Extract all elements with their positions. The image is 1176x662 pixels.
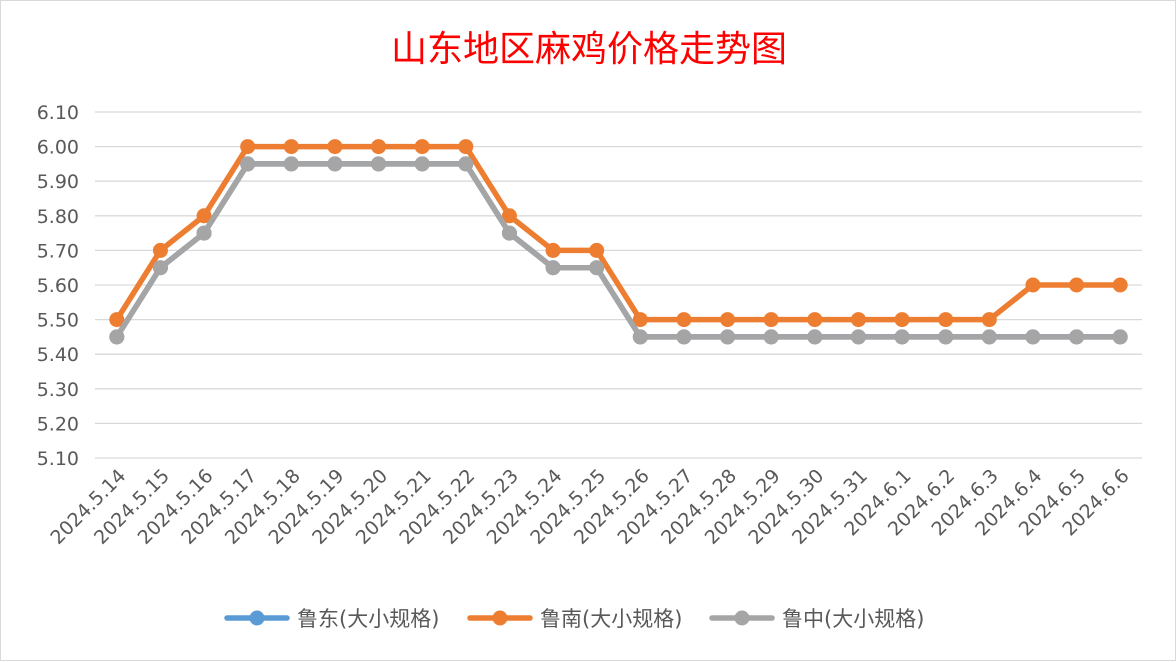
data-point (545, 260, 561, 276)
chart-title: 山东地区麻鸡价格走势图 (391, 29, 787, 70)
legend-item: 鲁东(大小规格) (224, 607, 439, 631)
data-point (196, 225, 212, 241)
data-point (240, 156, 256, 172)
data-point (589, 260, 605, 276)
y-tick-label: 5.20 (37, 413, 79, 435)
data-point (371, 139, 387, 155)
y-tick-label: 5.40 (37, 344, 79, 366)
data-point (327, 156, 343, 172)
data-point (1112, 329, 1128, 345)
data-point (1069, 329, 1085, 345)
data-point (414, 139, 430, 155)
legend-item: 鲁中(大小规格) (709, 607, 924, 631)
y-tick-label: 5.10 (37, 448, 79, 470)
y-tick-label: 5.80 (37, 206, 79, 228)
legend-label: 鲁中(大小规格) (782, 607, 924, 631)
y-tick-label: 6.10 (37, 102, 79, 124)
data-point (981, 329, 997, 345)
data-point (414, 156, 430, 172)
data-point (196, 208, 212, 224)
y-tick-label: 5.50 (37, 310, 79, 332)
data-point (720, 312, 736, 328)
legend-label: 鲁南(大小规格) (540, 607, 682, 631)
data-point (240, 139, 256, 155)
data-point (807, 312, 823, 328)
data-point (327, 139, 343, 155)
data-point (1112, 277, 1128, 293)
legend: 鲁东(大小规格) 鲁南(大小规格) 鲁中(大小规格) (224, 607, 924, 631)
data-point (283, 139, 299, 155)
data-point (458, 139, 474, 155)
series-2 (109, 156, 1128, 345)
data-point (1025, 329, 1041, 345)
data-point (501, 208, 517, 224)
data-point (981, 312, 997, 328)
data-point (458, 156, 474, 172)
data-point (152, 242, 168, 258)
series-1 (109, 139, 1128, 328)
data-point (720, 329, 736, 345)
data-point (545, 242, 561, 258)
data-point (283, 156, 299, 172)
data-point (676, 329, 692, 345)
data-point (109, 312, 125, 328)
data-point (850, 329, 866, 345)
data-point (850, 312, 866, 328)
data-point (894, 329, 910, 345)
data-point (938, 329, 954, 345)
y-tick-label: 5.70 (37, 240, 79, 262)
legend-label: 鲁东(大小规格) (297, 607, 439, 631)
y-axis-ticks: 5.10 5.20 5.30 5.40 5.50 5.60 5.70 5.80 5.90 6.00… (37, 102, 79, 470)
series-line (114, 143, 1123, 323)
data-point (676, 312, 692, 328)
legend-swatch-marker (249, 610, 265, 626)
x-axis-ticks: 2024.5.142024.5.152024.5.162024.5.172024… (46, 465, 1133, 549)
data-point (632, 312, 648, 328)
data-point (894, 312, 910, 328)
data-point (938, 312, 954, 328)
data-point (763, 329, 779, 345)
data-point (763, 312, 779, 328)
data-point (807, 329, 823, 345)
data-point (589, 242, 605, 258)
y-tick-label: 5.90 (37, 171, 79, 193)
y-tick-label: 5.30 (37, 379, 79, 401)
data-point (371, 156, 387, 172)
data-point (632, 329, 648, 345)
data-point (152, 260, 168, 276)
data-point (1025, 277, 1041, 293)
data-point (109, 329, 125, 345)
legend-swatch-marker (734, 610, 750, 626)
y-tick-label: 5.60 (37, 275, 79, 297)
data-point (501, 225, 517, 241)
legend-item: 鲁南(大小规格) (467, 607, 682, 631)
legend-swatch-marker (492, 610, 508, 626)
y-tick-label: 6.00 (37, 137, 79, 159)
data-point (1069, 277, 1085, 293)
series-lines (109, 139, 1128, 345)
